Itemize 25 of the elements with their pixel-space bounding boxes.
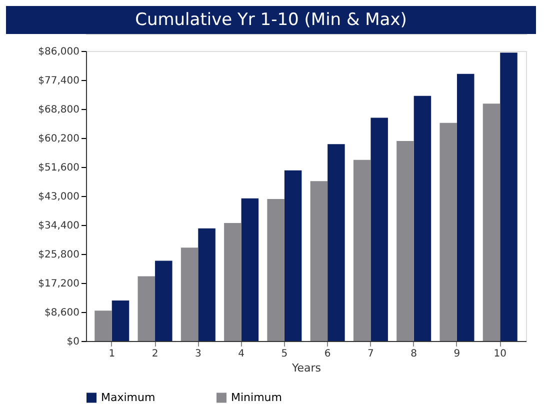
- y-tick-label: $17,200: [38, 278, 80, 290]
- x-tick-label: 10: [494, 348, 506, 360]
- x-tick-label: 1: [108, 348, 116, 360]
- y-tick-label: $25,800: [38, 250, 80, 260]
- x-tick-label: 4: [238, 348, 244, 360]
- legend-label: Maximum: [101, 390, 156, 404]
- x-tick-label: 5: [281, 348, 288, 360]
- chart-title: Cumulative Yr 1-10 (Min & Max): [135, 10, 407, 30]
- x-tick-label: 7: [368, 348, 374, 360]
- y-tick-label: $51,600: [38, 162, 80, 174]
- y-tick-label: $86,000: [38, 46, 80, 58]
- y-tick-label: $8,600: [44, 308, 80, 318]
- x-tick-label: 9: [454, 348, 460, 360]
- y-tick-label: $68,800: [38, 104, 80, 116]
- legend-label: Minimum: [231, 390, 282, 404]
- x-axis-title: Years: [290, 362, 322, 374]
- x-tick-label: 3: [194, 348, 202, 360]
- y-tick-label: $34,400: [38, 220, 80, 232]
- y-tick-label: $43,000: [38, 192, 80, 202]
- y-tick-label: $0: [66, 336, 80, 348]
- y-tick-label: $60,200: [38, 134, 80, 144]
- x-tick-label: 6: [324, 348, 331, 360]
- y-tick-label: $77,400: [38, 76, 80, 86]
- x-tick-label: 8: [410, 348, 418, 360]
- x-tick-label: 2: [152, 348, 158, 360]
